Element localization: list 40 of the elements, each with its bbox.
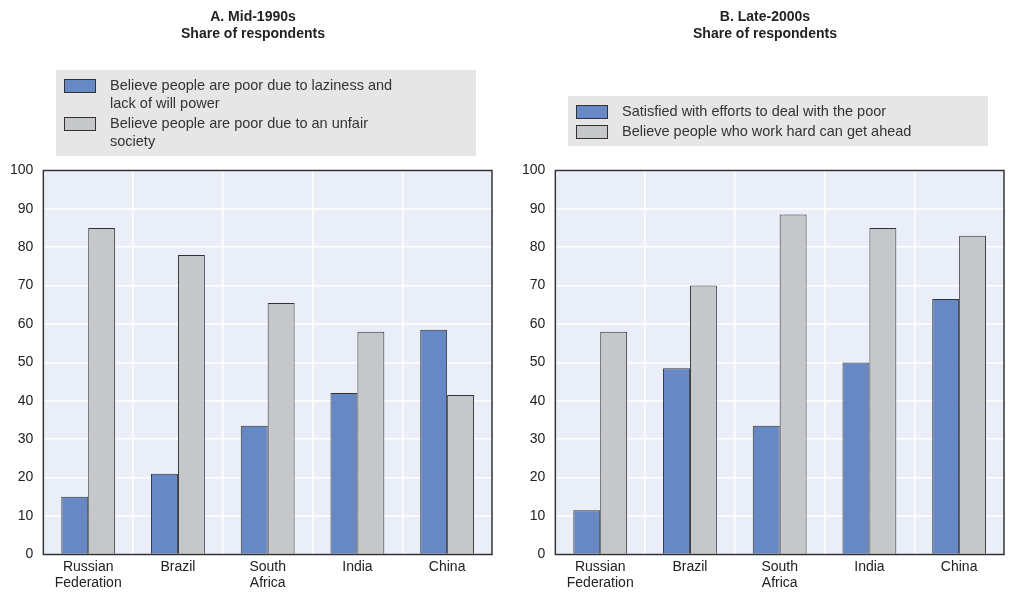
- y-tick-label: 20: [17, 468, 34, 485]
- y-tick-label: 70: [529, 276, 546, 293]
- x-tick-label: Brazil: [672, 557, 708, 574]
- legend-label: Believe people are poor due to laziness and lack of will power: [110, 76, 394, 112]
- chart-subtitle: Share of respondents: [180, 25, 326, 42]
- y-tick-label: 60: [529, 314, 546, 331]
- x-tick-label: South Africa: [249, 557, 286, 591]
- y-tick-label: 10: [529, 506, 546, 523]
- chart-title: B. Late-2000s: [718, 8, 812, 25]
- y-tick-label: 0: [537, 545, 546, 562]
- y-tick-label: 90: [17, 199, 34, 216]
- y-tick-label: 10: [17, 506, 34, 523]
- legend-label: Believe people who work hard can get ahead: [622, 122, 912, 140]
- y-tick-label: 30: [529, 430, 546, 447]
- y-tick-label: 30: [17, 430, 34, 447]
- y-tick-label: 40: [17, 391, 34, 408]
- y-tick-label: 40: [529, 391, 546, 408]
- y-tick-label: 70: [17, 276, 34, 293]
- y-tick-label: 100: [10, 161, 34, 178]
- x-tick-label: Russian Federation: [566, 557, 634, 591]
- legend-label: Believe people are poor due to an unfair society: [110, 114, 369, 150]
- x-tick-label: India: [854, 557, 885, 574]
- chart-title: A. Mid-1990s: [209, 8, 297, 25]
- y-tick-label: 0: [25, 545, 34, 562]
- y-tick-label: 20: [529, 468, 546, 485]
- x-tick-label: China: [428, 557, 466, 574]
- y-tick-label: 90: [529, 199, 546, 216]
- x-tick-label: China: [940, 557, 978, 574]
- y-tick-label: 50: [17, 353, 34, 370]
- y-tick-label: 100: [522, 161, 546, 178]
- y-tick-label: 80: [17, 238, 34, 255]
- legend-label: Satisfied with efforts to deal with the poor: [622, 102, 887, 120]
- x-tick-label: South Africa: [761, 557, 798, 591]
- y-tick-label: 60: [17, 314, 34, 331]
- x-tick-label: Brazil: [160, 557, 196, 574]
- x-tick-label: India: [342, 557, 373, 574]
- x-tick-label: Russian Federation: [54, 557, 122, 591]
- chart-subtitle: Share of respondents: [692, 25, 838, 42]
- y-tick-label: 80: [529, 238, 546, 255]
- y-tick-label: 50: [529, 353, 546, 370]
